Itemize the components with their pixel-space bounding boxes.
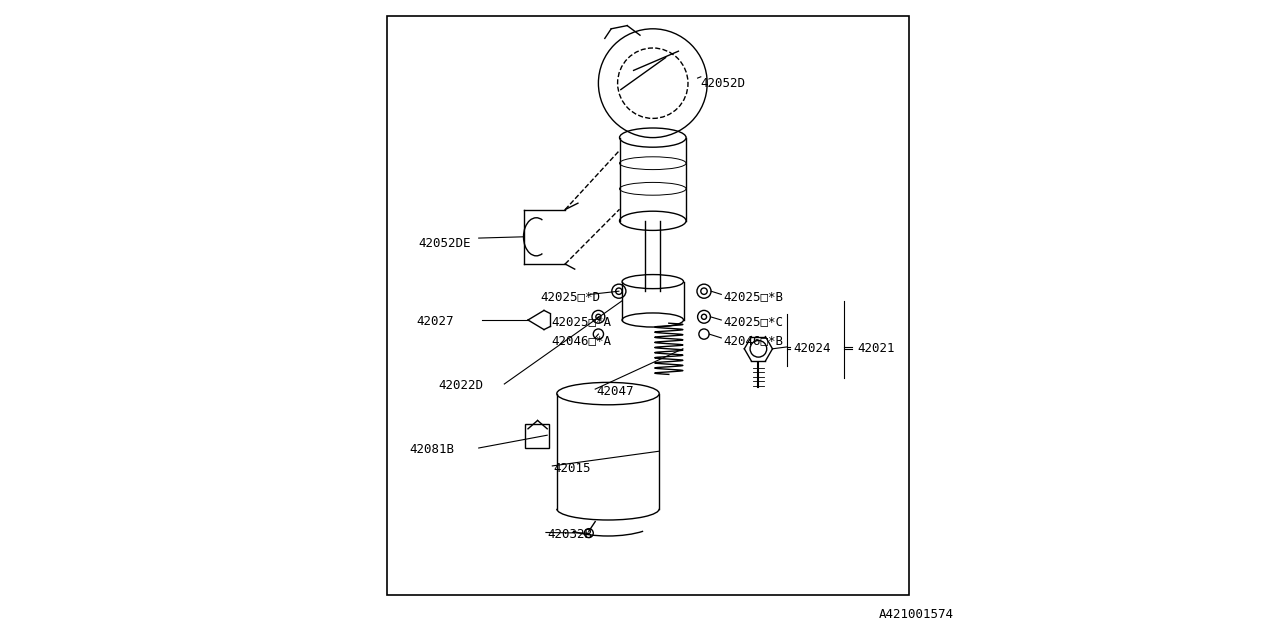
Text: A421001574: A421001574 bbox=[878, 608, 954, 621]
Bar bbox=[525, 424, 549, 448]
Text: 42081B: 42081B bbox=[410, 443, 454, 456]
Text: 42047: 42047 bbox=[596, 385, 634, 398]
Text: 42046□*A: 42046□*A bbox=[552, 334, 612, 347]
Text: 42032B: 42032B bbox=[548, 528, 593, 541]
Text: 42027: 42027 bbox=[416, 316, 453, 328]
Text: 42022D: 42022D bbox=[438, 379, 484, 392]
Text: 42025□*D: 42025□*D bbox=[540, 290, 600, 303]
Text: 42052D: 42052D bbox=[701, 77, 746, 90]
Text: 42025□*A: 42025□*A bbox=[552, 316, 612, 328]
Text: 42046□*B: 42046□*B bbox=[723, 334, 783, 347]
Text: 42025□*B: 42025□*B bbox=[723, 290, 783, 303]
Bar bbox=[387, 16, 909, 595]
Text: 42052DE: 42052DE bbox=[417, 237, 471, 250]
Text: 42015: 42015 bbox=[554, 462, 591, 475]
Text: 42024: 42024 bbox=[794, 342, 831, 355]
Text: 42021: 42021 bbox=[858, 342, 895, 355]
Text: 42025□*C: 42025□*C bbox=[723, 316, 783, 328]
